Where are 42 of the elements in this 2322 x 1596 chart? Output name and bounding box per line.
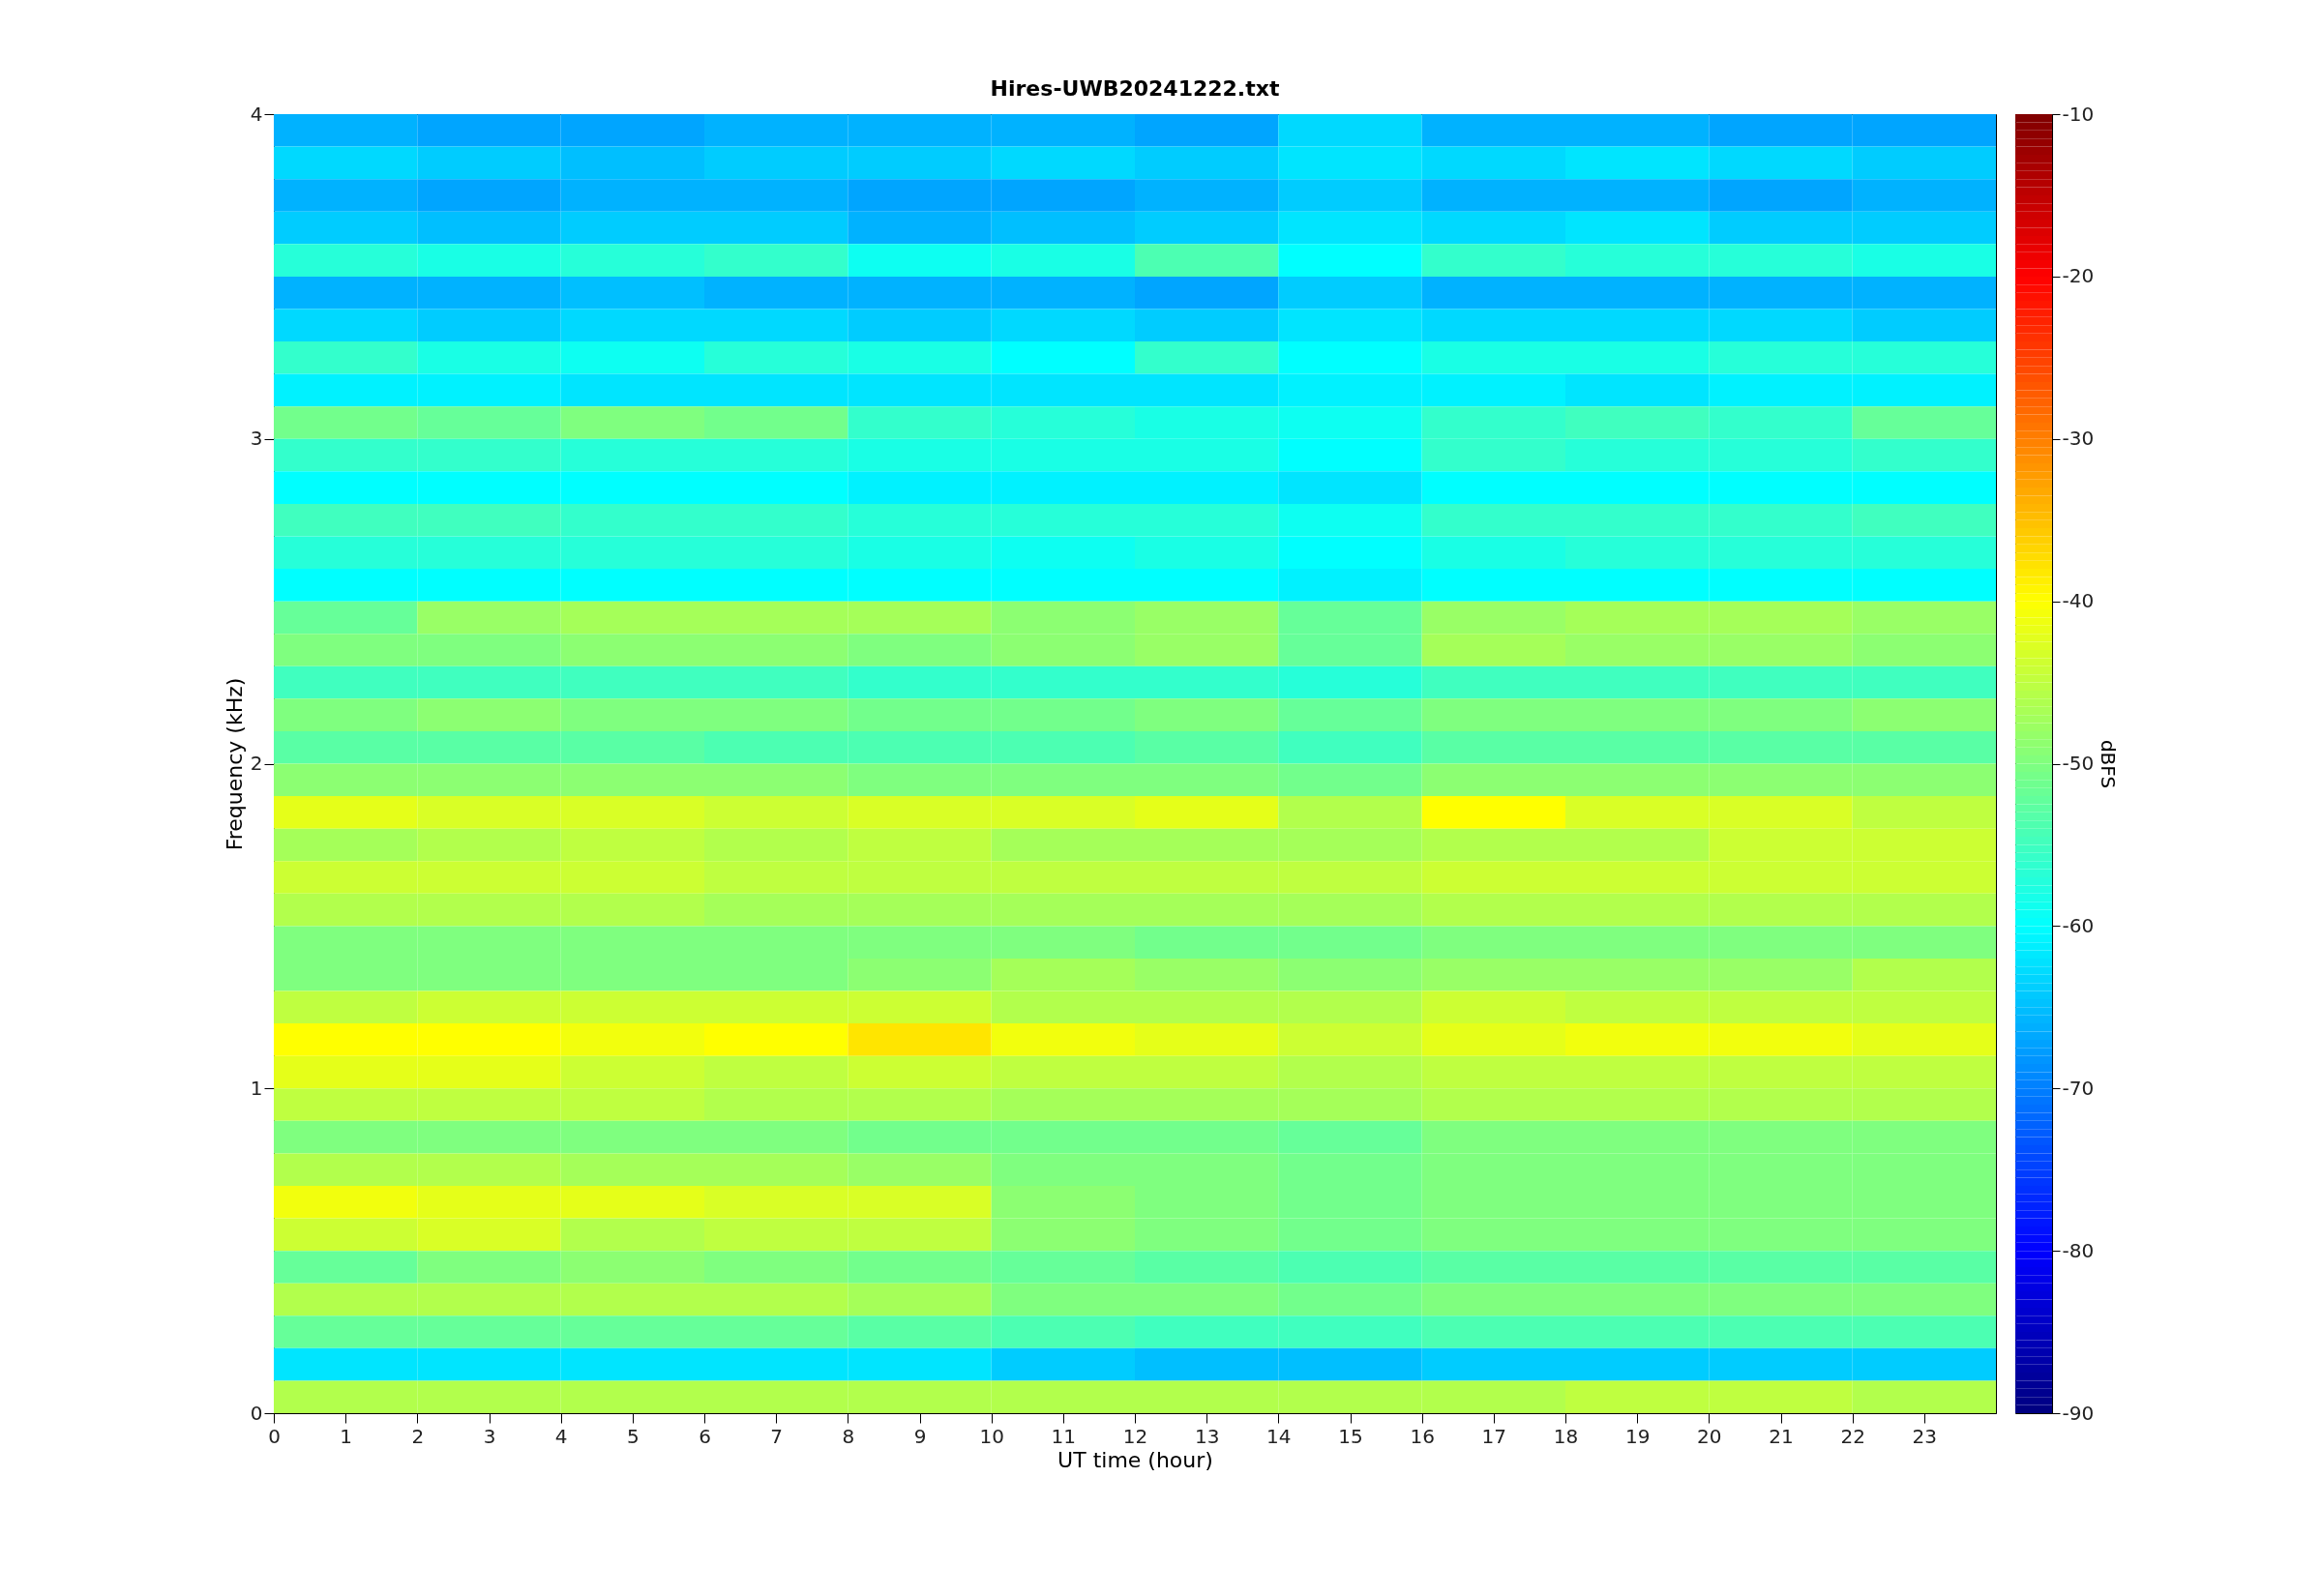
color-bar-label: -50 <box>2062 752 2095 775</box>
color-bar-label: -40 <box>2062 589 2095 613</box>
chart-title: Hires-UWB20241222.txt <box>990 76 1280 101</box>
x-tick-label: 20 <box>1697 1424 1722 1448</box>
x-tick-label: 16 <box>1410 1424 1435 1448</box>
x-tick-label: 19 <box>1624 1424 1651 1448</box>
x-tick-label: 17 <box>1481 1424 1507 1448</box>
y-tick-label: 0 <box>250 1401 263 1425</box>
color-bar-label: -70 <box>2062 1076 2095 1100</box>
x-tick-label: 1 <box>340 1424 353 1448</box>
x-tick-label: 6 <box>699 1424 711 1448</box>
x-tick-label: 5 <box>626 1424 640 1448</box>
x-tick-label: 3 <box>483 1424 496 1448</box>
x-tick-label: 22 <box>1840 1424 1865 1448</box>
color-bar-label: -30 <box>2062 427 2095 451</box>
x-tick-label: 2 <box>411 1424 425 1448</box>
y-axis-title: Frequency (kHz) <box>222 677 247 851</box>
x-tick-label: 7 <box>770 1424 784 1448</box>
color-bar-label: -80 <box>2062 1238 2095 1262</box>
color-bar-label: -60 <box>2062 913 2095 937</box>
color-bar-label: -10 <box>2062 102 2095 126</box>
y-tick-label: 2 <box>250 752 263 775</box>
x-tick-label: 11 <box>1051 1424 1077 1448</box>
x-tick-label: 13 <box>1194 1424 1220 1448</box>
x-tick-label: 21 <box>1769 1424 1794 1448</box>
color-bar-title: dBFS <box>2097 739 2121 789</box>
color-bar-label: -90 <box>2062 1401 2095 1425</box>
x-tick-label: 14 <box>1266 1424 1292 1448</box>
color-bar-label: -20 <box>2062 264 2095 288</box>
x-tick-label: 15 <box>1338 1424 1363 1448</box>
x-tick-label: 10 <box>979 1424 1004 1448</box>
x-tick-label: 4 <box>554 1424 568 1448</box>
x-tick-label: 8 <box>842 1424 855 1448</box>
x-tick-label: 12 <box>1122 1424 1148 1448</box>
x-tick-label: 23 <box>1912 1424 1938 1448</box>
x-tick-label: 9 <box>913 1424 927 1448</box>
x-tick-label: 0 <box>268 1424 281 1448</box>
y-tick-label: 3 <box>250 427 263 451</box>
y-tick-label: 4 <box>250 102 263 126</box>
y-tick-label: 1 <box>250 1076 263 1100</box>
x-tick-label: 18 <box>1553 1424 1579 1448</box>
x-axis-title: UT time (hour) <box>1057 1447 1213 1472</box>
